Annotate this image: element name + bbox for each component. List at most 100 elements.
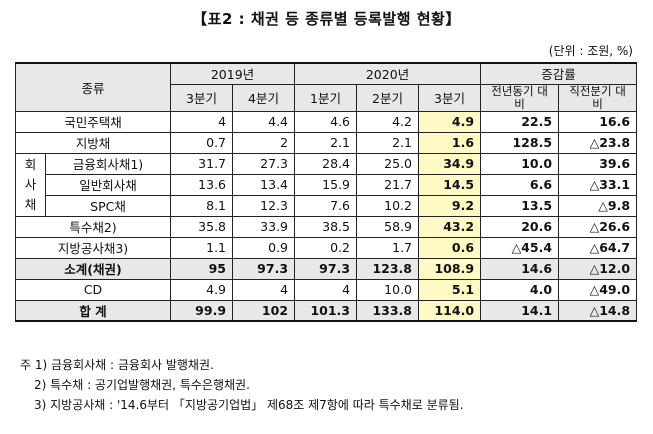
table-row: 지방공사채3) 1.1 0.9 0.2 1.7 0.6 △45.4 △64.7 <box>14 236 638 259</box>
header-qoq: 직전분기 대비 <box>558 83 638 112</box>
value-cell: 4.9 <box>418 110 482 133</box>
table-row: SPC채 8.1 12.3 7.6 10.2 9.2 13.5 △9.8 <box>16 194 638 217</box>
value-cell: 43.2 <box>418 215 482 238</box>
footnote: 2) 특수채 : 공기업발행채권, 특수은행채권. <box>34 378 250 392</box>
table-row: CD 4.9 4 4 10.0 5.1 4.0 △49.0 <box>14 278 638 301</box>
row-label: CD <box>14 278 172 301</box>
header-q: 4분기 <box>232 83 296 112</box>
header-q: 3분기 <box>418 83 482 112</box>
value-cell: 33.9 <box>232 215 296 238</box>
row-label: 합 계 <box>14 299 172 322</box>
qoq-cell: △26.6 <box>558 215 638 238</box>
value-cell: 114.0 <box>418 299 482 322</box>
row-label: 지방공사채3) <box>14 236 172 259</box>
value-cell: 58.9 <box>356 215 420 238</box>
qoq-cell: 39.6 <box>558 152 638 175</box>
footnotes: 주 1) 금융회사채 : 금융회사 발행채권. 2) 특수채 : 공기업발행채권… <box>20 355 464 415</box>
table-row: 회 사 채 금융회사채1) 31.7 27.3 28.4 25.0 34.9 10.0 39.6 <box>15 152 638 217</box>
value-cell: 1.6 <box>418 131 482 154</box>
value-cell: 14.5 <box>418 173 482 196</box>
value-cell: 10.0 <box>356 278 420 301</box>
group-label-corporate: 회 사 채 <box>15 152 46 217</box>
header-kind: 종류 <box>14 62 172 112</box>
value-cell: 1.7 <box>356 236 420 259</box>
value-cell: 38.5 <box>294 215 358 238</box>
value-cell: 4.4 <box>232 110 296 133</box>
value-cell: 2 <box>232 131 296 154</box>
value-cell: 102 <box>232 299 296 322</box>
footnote: 3) 지방공사채 : '14.6부터 「지방공기업법」 제68조 제7항에 따라… <box>34 398 464 412</box>
value-cell: 13.6 <box>170 173 234 196</box>
qoq-cell: △23.8 <box>558 131 638 154</box>
value-cell: 10.2 <box>356 194 420 217</box>
qoq-cell: △14.8 <box>558 299 638 322</box>
value-cell: 0.6 <box>418 236 482 259</box>
value-cell: 8.1 <box>170 194 234 217</box>
header-2019: 2019년 <box>170 62 296 85</box>
value-cell: 12.3 <box>232 194 296 217</box>
header-q: 1분기 <box>294 83 358 112</box>
qoq-cell: △49.0 <box>558 278 638 301</box>
value-cell: 13.4 <box>232 173 296 196</box>
yoy-cell: 4.0 <box>480 278 560 301</box>
value-cell: 97.3 <box>232 257 296 280</box>
row-label: SPC채 <box>44 194 172 217</box>
value-cell: 15.9 <box>294 173 358 196</box>
table-row: 국민주택채 4 4.4 4.6 4.2 4.9 22.5 16.6 <box>14 110 638 133</box>
table-title: 【표2 : 채권 등 종류별 등록발행 현황】 <box>192 10 461 28</box>
bond-issuance-table: 종류 2019년 2020년 증감률 3분기 4분기 1분기 2분기 3분기 전… <box>14 62 638 322</box>
row-label: 금융회사채1) <box>44 152 172 175</box>
value-cell: 35.8 <box>170 215 234 238</box>
value-cell: 97.3 <box>294 257 358 280</box>
header-yoy: 전년동기 대비 <box>480 83 560 112</box>
table-row: 일반회사채 13.6 13.4 15.9 21.7 14.5 6.6 △33.1 <box>16 173 638 196</box>
value-cell: 5.1 <box>418 278 482 301</box>
header-q: 2분기 <box>356 83 420 112</box>
value-cell: 99.9 <box>170 299 234 322</box>
yoy-cell: 22.5 <box>480 110 560 133</box>
footnote: 주 1) 금융회사채 : 금융회사 발행채권. <box>20 358 214 372</box>
table-row: 합 계 99.9 102 101.3 133.8 114.0 14.1 △14.8 <box>14 299 638 322</box>
yoy-cell: 20.6 <box>480 215 560 238</box>
value-cell: 25.0 <box>356 152 420 175</box>
yoy-cell: 6.6 <box>480 173 560 196</box>
yoy-cell: △45.4 <box>480 236 560 259</box>
yoy-cell: 14.6 <box>480 257 560 280</box>
value-cell: 0.2 <box>294 236 358 259</box>
value-cell: 2.1 <box>294 131 358 154</box>
header-2020: 2020년 <box>294 62 482 85</box>
value-cell: 4.9 <box>170 278 234 301</box>
header-change: 증감률 <box>480 62 638 85</box>
value-cell: 7.6 <box>294 194 358 217</box>
value-cell: 28.4 <box>294 152 358 175</box>
value-cell: 108.9 <box>418 257 482 280</box>
yoy-cell: 128.5 <box>480 131 560 154</box>
qoq-cell: △9.8 <box>558 194 638 217</box>
value-cell: 4.2 <box>356 110 420 133</box>
value-cell: 4 <box>294 278 358 301</box>
value-cell: 95 <box>170 257 234 280</box>
qoq-cell: △33.1 <box>558 173 638 196</box>
row-label: 지방채 <box>14 131 172 154</box>
value-cell: 34.9 <box>418 152 482 175</box>
qoq-cell: △64.7 <box>558 236 638 259</box>
table-row: 지방채 0.7 2 2.1 2.1 1.6 128.5 △23.8 <box>14 131 638 154</box>
value-cell: 9.2 <box>418 194 482 217</box>
row-label: 일반회사채 <box>44 173 172 196</box>
value-cell: 0.9 <box>232 236 296 259</box>
value-cell: 4 <box>232 278 296 301</box>
yoy-cell: 13.5 <box>480 194 560 217</box>
value-cell: 1.1 <box>170 236 234 259</box>
value-cell: 101.3 <box>294 299 358 322</box>
value-cell: 133.8 <box>356 299 420 322</box>
header-q: 3분기 <box>170 83 234 112</box>
yoy-cell: 14.1 <box>480 299 560 322</box>
value-cell: 4.6 <box>294 110 358 133</box>
value-cell: 31.7 <box>170 152 234 175</box>
value-cell: 21.7 <box>356 173 420 196</box>
row-label: 소계(채권) <box>14 257 172 280</box>
unit-label: (단위 : 조원, %) <box>548 44 633 58</box>
table-row: 소계(채권) 95 97.3 97.3 123.8 108.9 14.6 △12.0 <box>14 257 638 280</box>
qoq-cell: 16.6 <box>558 110 638 133</box>
qoq-cell: △12.0 <box>558 257 638 280</box>
